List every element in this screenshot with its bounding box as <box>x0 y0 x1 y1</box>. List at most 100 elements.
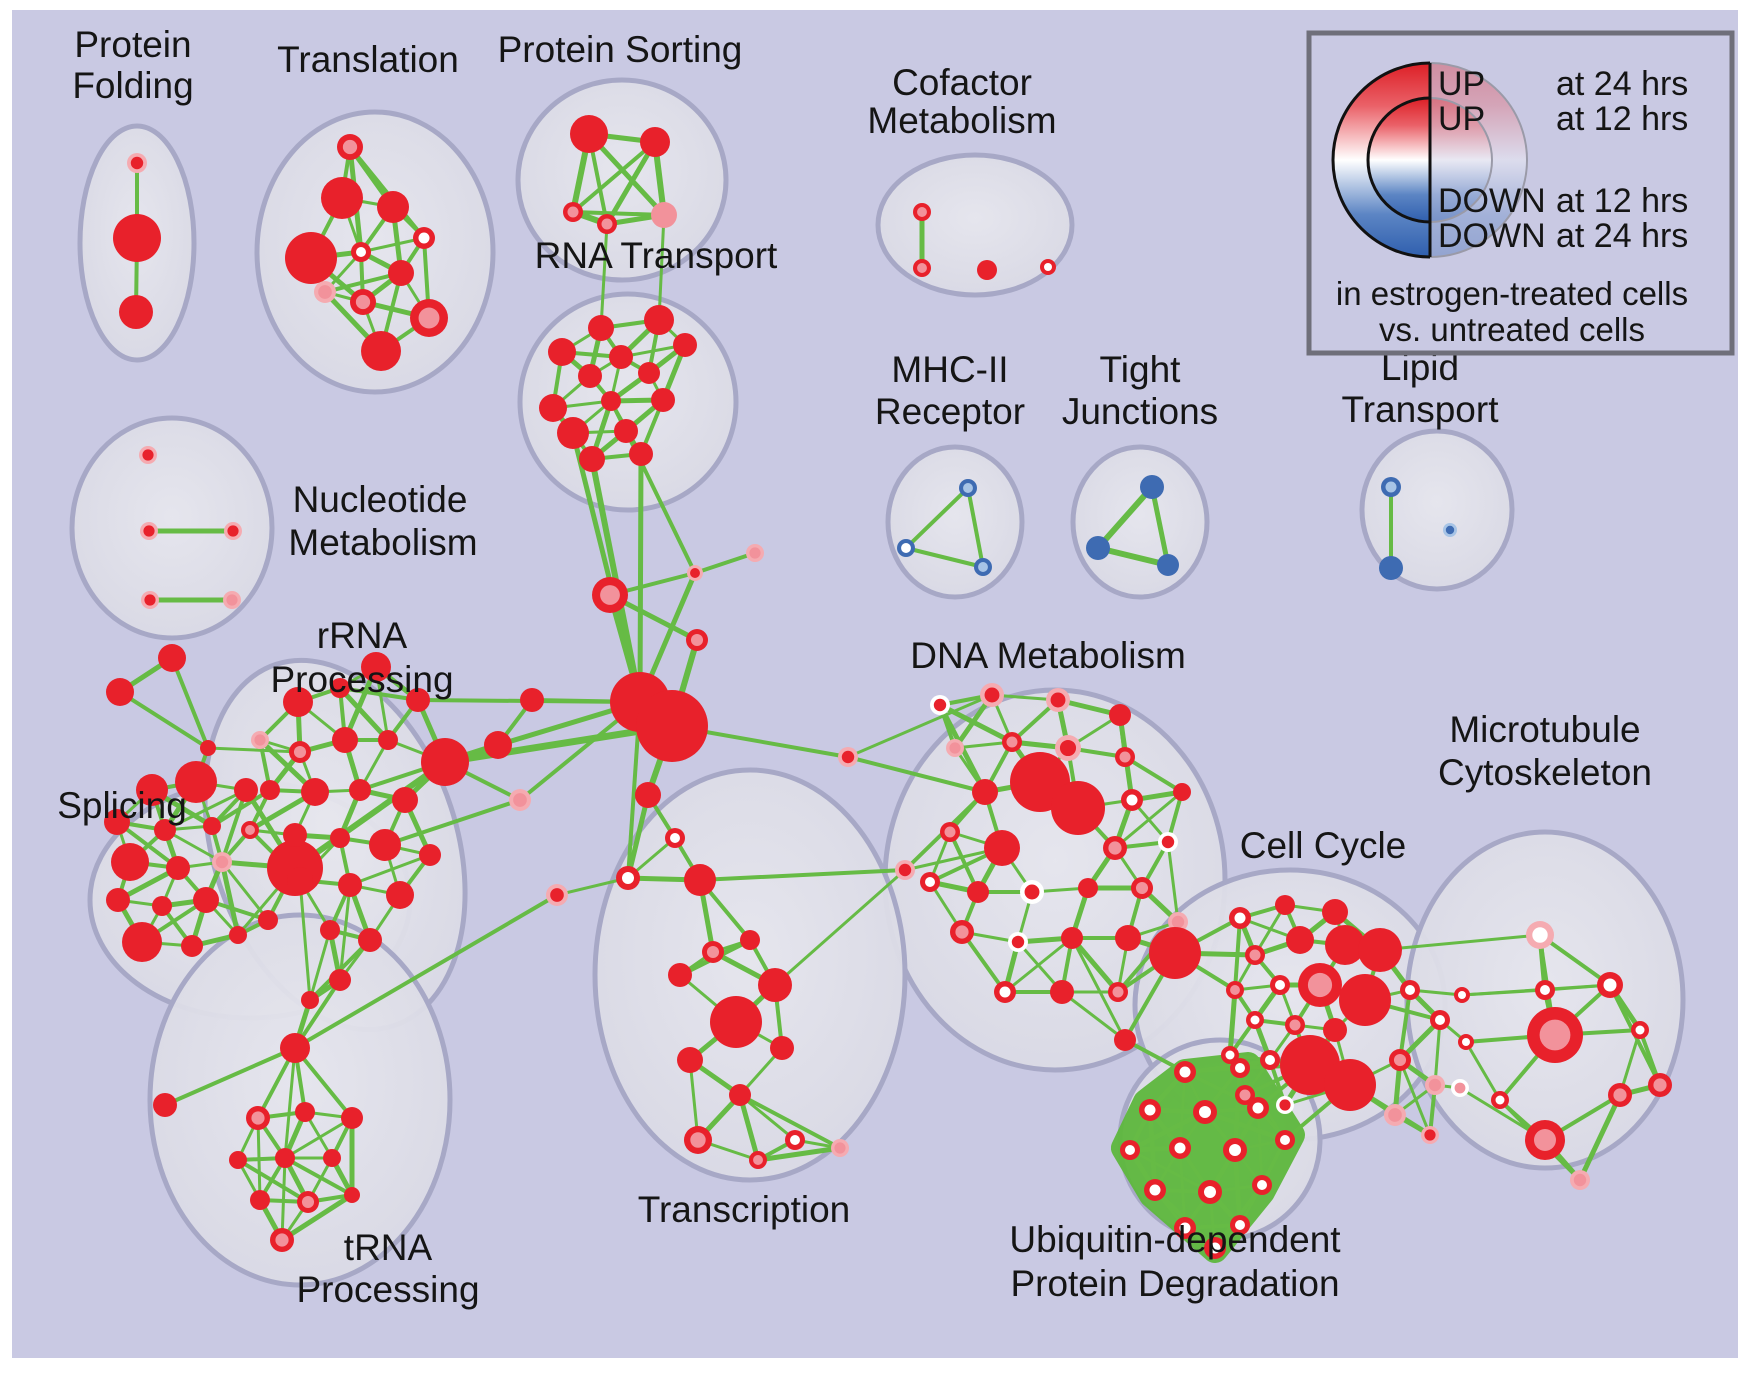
gene-node[interactable] <box>1221 1046 1239 1064</box>
gene-node[interactable] <box>106 888 130 912</box>
gene-node[interactable] <box>350 289 376 315</box>
gene-node[interactable] <box>270 1228 294 1252</box>
gene-node[interactable] <box>421 738 469 786</box>
gene-node[interactable] <box>250 1190 270 1210</box>
gene-node[interactable] <box>388 260 414 286</box>
gene-node[interactable] <box>614 419 638 443</box>
gene-node[interactable] <box>113 214 161 262</box>
gene-node[interactable] <box>1454 987 1470 1003</box>
gene-node[interactable] <box>609 345 633 369</box>
gene-node[interactable] <box>212 852 232 872</box>
gene-node[interactable] <box>283 823 307 847</box>
gene-node[interactable] <box>1144 1179 1166 1201</box>
gene-node[interactable] <box>1140 475 1164 499</box>
gene-node[interactable] <box>1421 1126 1439 1144</box>
gene-node[interactable] <box>930 695 950 715</box>
gene-node[interactable] <box>668 963 692 987</box>
gene-node[interactable] <box>597 214 617 234</box>
gene-node[interactable] <box>1008 932 1028 952</box>
gene-node[interactable] <box>1526 921 1554 949</box>
gene-node[interactable] <box>651 388 675 412</box>
gene-node[interactable] <box>386 881 414 909</box>
gene-node[interactable] <box>1108 982 1128 1002</box>
gene-node[interactable] <box>301 778 329 806</box>
gene-node[interactable] <box>1443 523 1457 537</box>
gene-node[interactable] <box>104 809 130 835</box>
gene-node[interactable] <box>258 910 278 930</box>
gene-node[interactable] <box>200 740 216 756</box>
gene-node[interactable] <box>1358 928 1402 972</box>
gene-node[interactable] <box>640 127 670 157</box>
gene-node[interactable] <box>1260 1050 1280 1070</box>
gene-node[interactable] <box>246 1106 270 1130</box>
gene-node[interactable] <box>111 843 149 881</box>
gene-node[interactable] <box>154 819 176 841</box>
gene-node[interactable] <box>1324 1059 1376 1111</box>
gene-node[interactable] <box>1226 981 1244 999</box>
gene-node[interactable] <box>1139 1099 1161 1121</box>
gene-node[interactable] <box>684 1126 712 1154</box>
gene-node[interactable] <box>287 867 313 893</box>
gene-node[interactable] <box>1174 1061 1196 1083</box>
gene-node[interactable] <box>1120 1140 1140 1160</box>
gene-node[interactable] <box>410 299 448 337</box>
gene-node[interactable] <box>1597 972 1623 998</box>
gene-node[interactable] <box>1298 963 1342 1007</box>
gene-node[interactable] <box>139 446 157 464</box>
gene-node[interactable] <box>378 730 398 750</box>
gene-node[interactable] <box>1115 747 1135 767</box>
gene-node[interactable] <box>106 678 134 706</box>
gene-node[interactable] <box>1121 789 1143 811</box>
gene-node[interactable] <box>1020 880 1044 904</box>
gene-node[interactable] <box>1275 1130 1295 1150</box>
gene-node[interactable] <box>280 1033 310 1063</box>
gene-node[interactable] <box>1169 1137 1191 1159</box>
gene-node[interactable] <box>406 688 430 712</box>
gene-node[interactable] <box>1114 1029 1136 1051</box>
gene-node[interactable] <box>1285 1015 1305 1035</box>
gene-node[interactable] <box>946 739 964 757</box>
gene-node[interactable] <box>229 926 247 944</box>
gene-node[interactable] <box>341 1107 363 1129</box>
gene-node[interactable] <box>940 822 960 842</box>
gene-node[interactable] <box>629 442 653 466</box>
gene-node[interactable] <box>1173 783 1191 801</box>
gene-node[interactable] <box>152 896 172 916</box>
gene-node[interactable] <box>1115 925 1141 951</box>
gene-node[interactable] <box>419 844 441 866</box>
gene-node[interactable] <box>1570 1170 1590 1190</box>
gene-node[interactable] <box>314 281 336 303</box>
gene-node[interactable] <box>1002 732 1022 752</box>
gene-node[interactable] <box>1131 877 1153 899</box>
gene-node[interactable] <box>638 362 660 384</box>
gene-node[interactable] <box>1608 1083 1632 1107</box>
gene-node[interactable] <box>1648 1073 1672 1097</box>
gene-node[interactable] <box>1379 556 1403 580</box>
gene-node[interactable] <box>509 789 531 811</box>
gene-node[interactable] <box>831 1139 849 1157</box>
gene-node[interactable] <box>1230 1215 1250 1235</box>
gene-node[interactable] <box>601 391 621 411</box>
gene-node[interactable] <box>413 227 435 249</box>
gene-node[interactable] <box>1252 1175 1272 1195</box>
gene-node[interactable] <box>361 331 401 371</box>
gene-node[interactable] <box>1535 980 1555 1000</box>
gene-node[interactable] <box>702 941 724 963</box>
gene-node[interactable] <box>592 577 628 613</box>
gene-node[interactable] <box>119 295 153 329</box>
gene-node[interactable] <box>1339 974 1391 1026</box>
gene-node[interactable] <box>635 782 661 808</box>
gene-node[interactable] <box>295 1102 315 1122</box>
gene-node[interactable] <box>1631 1021 1649 1039</box>
gene-node[interactable] <box>636 690 708 762</box>
gene-node[interactable] <box>338 873 362 897</box>
gene-node[interactable] <box>1051 781 1105 835</box>
gene-node[interactable] <box>1389 1049 1411 1071</box>
gene-node[interactable] <box>913 203 931 221</box>
gene-node[interactable] <box>677 1047 703 1073</box>
gene-node[interactable] <box>665 828 685 848</box>
gene-node[interactable] <box>1158 832 1178 852</box>
gene-node[interactable] <box>994 981 1016 1003</box>
gene-node[interactable] <box>770 1036 794 1060</box>
gene-node[interactable] <box>740 930 760 950</box>
